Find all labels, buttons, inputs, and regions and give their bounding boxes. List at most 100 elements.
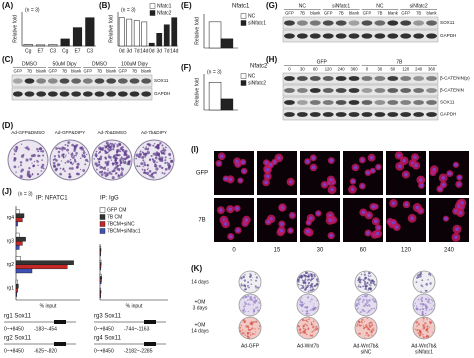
nucleus <box>228 177 233 182</box>
stain-spot <box>419 330 422 333</box>
stain-spot <box>421 308 424 310</box>
lane-label: 60 <box>313 67 318 72</box>
stain-spot <box>255 320 258 323</box>
locus-name: rg4 Sox11 <box>94 336 122 342</box>
blot-band <box>400 88 412 93</box>
nucleus <box>371 204 376 209</box>
blot-band <box>71 78 82 84</box>
legend-swatch <box>99 221 106 227</box>
stain-spot <box>314 285 317 287</box>
stain-spot <box>249 273 251 275</box>
colony <box>58 155 61 158</box>
lane-label: 7B <box>132 69 137 74</box>
colony <box>98 150 102 154</box>
stain-spot <box>367 310 370 313</box>
colony <box>13 148 15 151</box>
legend-label: 7BCM+siNC <box>107 221 135 227</box>
legend-swatch <box>240 73 247 79</box>
stain-spot <box>309 279 312 282</box>
colony <box>70 167 74 170</box>
stain-spot <box>315 307 317 309</box>
stain-spot <box>247 325 250 328</box>
stain-spot <box>316 278 318 280</box>
bar <box>15 245 20 250</box>
colony <box>154 164 158 168</box>
blot-band <box>413 112 425 117</box>
colony <box>104 161 108 164</box>
stain-spot <box>418 332 420 334</box>
stain-spot <box>361 279 363 281</box>
stain-spot <box>422 328 424 330</box>
stain-spot <box>306 324 308 327</box>
stain-spot <box>313 288 315 291</box>
nucleus <box>288 228 293 233</box>
colony <box>101 147 105 150</box>
nucleus <box>360 158 365 162</box>
colony <box>160 152 163 155</box>
stain-spot <box>244 302 247 306</box>
stain-spot <box>249 334 252 336</box>
lane-label: 360 <box>428 67 436 72</box>
time-label: 30 <box>317 248 324 254</box>
colony <box>152 176 155 179</box>
colony <box>73 145 77 149</box>
group-label: DMSO <box>92 61 107 67</box>
stain-spot <box>362 279 365 282</box>
stain-spot <box>425 283 428 286</box>
stain-spot <box>357 307 360 309</box>
stain-spot <box>366 301 369 304</box>
stain-spot <box>359 332 362 335</box>
colony <box>95 152 97 154</box>
group-label: NC <box>299 3 307 9</box>
colony <box>167 167 171 170</box>
stain-spot <box>306 284 310 287</box>
nucleus <box>305 229 310 234</box>
colony <box>107 147 110 151</box>
lane-label: 7B <box>62 69 67 74</box>
colony <box>146 168 149 171</box>
nucleus <box>266 220 270 224</box>
blot-band <box>400 20 412 26</box>
blot-strip <box>11 87 153 101</box>
nucleus <box>457 175 462 180</box>
stain-spot <box>361 318 364 321</box>
bar <box>99 245 102 249</box>
locus-site: -2182~-2285 <box>124 348 153 354</box>
stain-spot <box>417 323 420 326</box>
legend-label: Nfatc1 <box>157 3 172 9</box>
legend-label: NC <box>248 13 256 19</box>
colony <box>104 157 107 160</box>
blot-band <box>322 20 334 26</box>
colony <box>138 155 141 158</box>
colony <box>118 142 122 146</box>
stain-spot <box>366 294 368 297</box>
nucleus <box>413 155 417 160</box>
stain-spot <box>417 298 420 301</box>
group-label: 50uM Dipy <box>53 61 77 67</box>
stain-spot <box>255 307 257 309</box>
nucleus <box>223 222 228 226</box>
blot-band <box>94 91 105 97</box>
chart-title: IP: NFATC1 <box>36 196 68 202</box>
stain-spot <box>313 308 316 311</box>
blot-band <box>361 20 373 26</box>
stain-spot <box>306 296 310 299</box>
colony <box>29 157 33 161</box>
stain-spot <box>250 296 252 299</box>
stain-spot <box>368 272 370 274</box>
stain-spot <box>301 310 304 312</box>
colony <box>71 163 74 166</box>
x-tick-label: C3 <box>87 48 94 54</box>
nucleus <box>242 169 246 173</box>
dish-label: Ad-GFP&DMSO <box>11 130 45 135</box>
bar <box>15 292 18 297</box>
colony <box>66 160 70 163</box>
lane-label: GFP <box>363 11 372 16</box>
stain-spot <box>367 334 370 337</box>
bar <box>15 264 68 270</box>
stain-spot <box>248 329 251 332</box>
colony <box>121 146 124 149</box>
bar <box>15 221 18 227</box>
colony <box>163 172 166 175</box>
legend-swatch <box>99 214 106 220</box>
